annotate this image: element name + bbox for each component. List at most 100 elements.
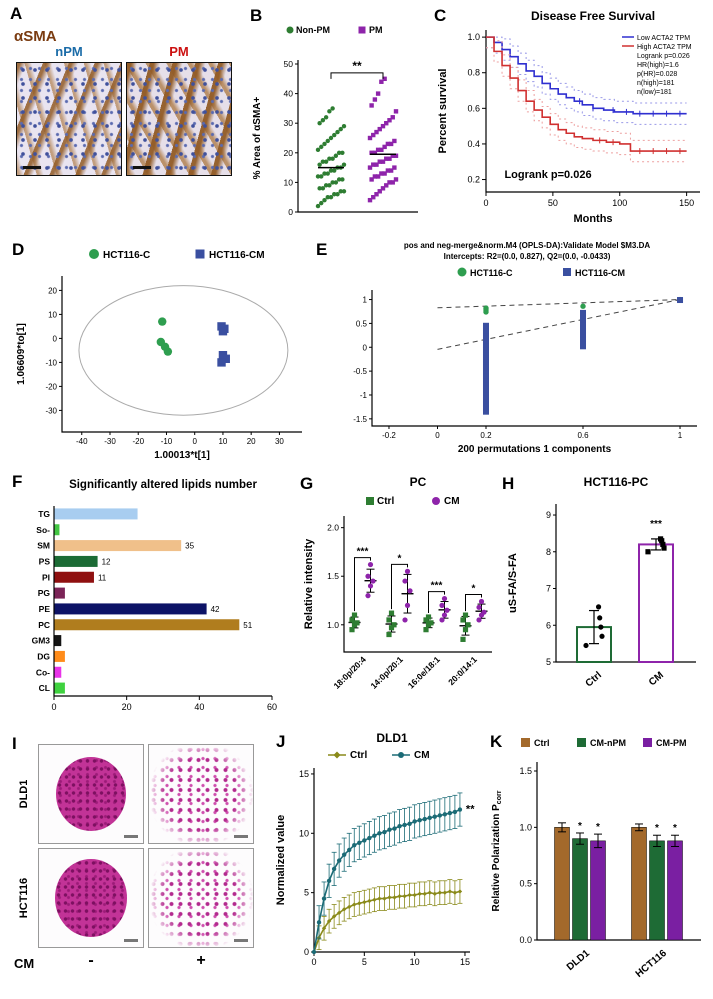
svg-text:0: 0 <box>288 207 293 217</box>
svg-text:0.8: 0.8 <box>467 68 480 78</box>
svg-text:1: 1 <box>678 431 683 440</box>
svg-text:**: ** <box>466 804 475 816</box>
svg-text:0: 0 <box>53 334 58 343</box>
panel-e-svg: pos and neg-merge&norm.M4 (OPLS-DA):Vali… <box>353 241 697 455</box>
svg-text:PC: PC <box>410 475 427 489</box>
svg-text:Low ACTA2 TPM: Low ACTA2 TPM <box>637 35 690 42</box>
svg-text:*: * <box>673 823 677 834</box>
svg-text:20: 20 <box>247 437 256 446</box>
svg-text:CM: CM <box>444 496 460 507</box>
svg-text:*: * <box>655 823 659 834</box>
svg-text:0: 0 <box>304 947 309 957</box>
svg-text:So-: So- <box>36 525 50 535</box>
svg-text:Ctrl: Ctrl <box>534 738 550 748</box>
svg-text:100: 100 <box>612 198 627 208</box>
svg-text:Intercepts: R2=(0.0, 0.827), Q: Intercepts: R2=(0.0, 0.827), Q2=(0.0, -0… <box>444 252 611 261</box>
svg-text:GM3: GM3 <box>32 636 51 646</box>
svg-text:HCT116-C: HCT116-C <box>470 268 513 278</box>
svg-text:n(high)=181: n(high)=181 <box>637 80 675 87</box>
svg-text:0: 0 <box>363 343 368 352</box>
panel-e-chart: pos and neg-merge&norm.M4 (OPLS-DA):Vali… <box>312 236 713 468</box>
cm-condition-label: CM <box>14 956 35 971</box>
panel-d-label: D <box>12 240 25 259</box>
svg-text:HCT116: HCT116 <box>634 948 670 980</box>
svg-text:Logrank p=0.026: Logrank p=0.026 <box>637 53 690 60</box>
svg-text:16:0e/18:1: 16:0e/18:1 <box>406 654 442 690</box>
svg-text:12: 12 <box>102 557 111 566</box>
svg-text:150: 150 <box>679 198 694 208</box>
svg-text:SM: SM <box>37 541 50 551</box>
svg-text:1.0: 1.0 <box>519 822 532 832</box>
spheroid-hct116-cm <box>148 848 254 948</box>
svg-text:1.0: 1.0 <box>327 620 339 630</box>
svg-text:-20: -20 <box>45 382 57 391</box>
svg-text:High ACTA2 TPM: High ACTA2 TPM <box>637 44 692 51</box>
svg-text:-1.5: -1.5 <box>353 415 367 424</box>
svg-text:20: 20 <box>284 148 294 158</box>
svg-text:PS: PS <box>39 556 51 566</box>
svg-text:Significantly altered lipids n: Significantly altered lipids number <box>69 479 257 491</box>
svg-text:0: 0 <box>51 702 56 712</box>
svg-text:HCT116-PC: HCT116-PC <box>584 475 649 489</box>
panel-d-chart: HCT116-C HCT116-CM -40 -30 -20 -10 0 10 20 30 -30 -… <box>8 236 310 468</box>
svg-text:-20: -20 <box>132 437 144 446</box>
panel-d-svg: HCT116-C HCT116-CM -40 -30 -20 -10 0 10 20 30 -30 -… <box>16 249 302 461</box>
svg-text:0.2: 0.2 <box>467 175 480 185</box>
svg-text:35: 35 <box>185 542 194 551</box>
svg-text:1.00013*t[1]: 1.00013*t[1] <box>154 450 210 461</box>
svg-text:1.06609*to[1]: 1.06609*to[1] <box>16 323 27 385</box>
svg-text:14:0p/20:1: 14:0p/20:1 <box>368 654 405 691</box>
svg-text:CM: CM <box>647 670 666 688</box>
svg-text:1.5: 1.5 <box>519 766 532 776</box>
panel-b-svg: 0 10 20 30 40 50 % Area of αSMA+ Non-PM PM ** <box>252 25 418 217</box>
svg-text:15: 15 <box>460 957 470 967</box>
panel-b-label: B <box>250 6 263 25</box>
svg-text:***: *** <box>431 581 443 592</box>
panel-h-chart: HCT116-PC 5 6 7 8 9 Ctrl CM *** uS-FA/S-FA <box>498 470 713 726</box>
svg-text:0.5: 0.5 <box>519 879 532 889</box>
svg-text:20: 20 <box>48 286 57 295</box>
svg-text:HCT116-CM: HCT116-CM <box>575 268 625 278</box>
svg-text:Non-PM: Non-PM <box>296 25 330 35</box>
svg-text:11: 11 <box>98 573 107 582</box>
svg-text:1.5: 1.5 <box>327 571 339 581</box>
svg-text:HR(high)=1.6: HR(high)=1.6 <box>637 62 679 69</box>
spheroid-body <box>55 756 127 832</box>
svg-text:Normalized value: Normalized value <box>275 815 287 905</box>
cm-plus: + <box>196 952 206 969</box>
svg-text:Ctrl: Ctrl <box>350 750 367 761</box>
svg-text:7: 7 <box>546 584 551 594</box>
svg-text:-30: -30 <box>45 406 57 415</box>
panel-h-label: H <box>502 474 515 493</box>
row-label-dld1: DLD1 <box>18 779 30 809</box>
svg-text:0: 0 <box>483 198 488 208</box>
svg-text:Ctrl: Ctrl <box>377 496 394 507</box>
svg-text:uS-FA/S-FA: uS-FA/S-FA <box>507 553 519 613</box>
panel-h-svg: HCT116-PC 5 6 7 8 9 Ctrl CM *** uS-FA/S-FA <box>507 475 696 690</box>
svg-text:0: 0 <box>192 437 197 446</box>
svg-text:Months: Months <box>573 213 612 225</box>
svg-text:60: 60 <box>267 702 277 712</box>
svg-text:-1: -1 <box>360 391 368 400</box>
svg-text:Disease Free Survival: Disease Free Survival <box>531 9 655 23</box>
svg-text:1: 1 <box>363 296 368 305</box>
svg-text:10: 10 <box>299 828 309 838</box>
svg-text:Relative Polarization Pcorr: Relative Polarization Pcorr <box>491 790 503 911</box>
spheroid-dld1-ctrl <box>38 744 144 844</box>
svg-text:-30: -30 <box>104 437 116 446</box>
svg-text:Ctrl: Ctrl <box>584 670 604 690</box>
svg-text:CL: CL <box>39 683 50 693</box>
panel-j-chart: DLD1 Ctrl CM 0 5 10 15 0 5 10 15 ** Normalized value <box>272 728 485 996</box>
panel-g-label: G <box>300 474 314 493</box>
scale-bar <box>133 166 151 169</box>
svg-text:18:0p/20:4: 18:0p/20:4 <box>331 654 368 691</box>
panel-f-label: F <box>12 472 23 491</box>
svg-text:PG: PG <box>38 588 51 598</box>
svg-text:0.4: 0.4 <box>467 139 480 149</box>
svg-text:30: 30 <box>275 437 284 446</box>
svg-text:*: * <box>398 553 402 564</box>
ihc-image-npm <box>16 62 122 176</box>
svg-text:10: 10 <box>284 177 294 187</box>
svg-text:2.0: 2.0 <box>327 523 339 533</box>
